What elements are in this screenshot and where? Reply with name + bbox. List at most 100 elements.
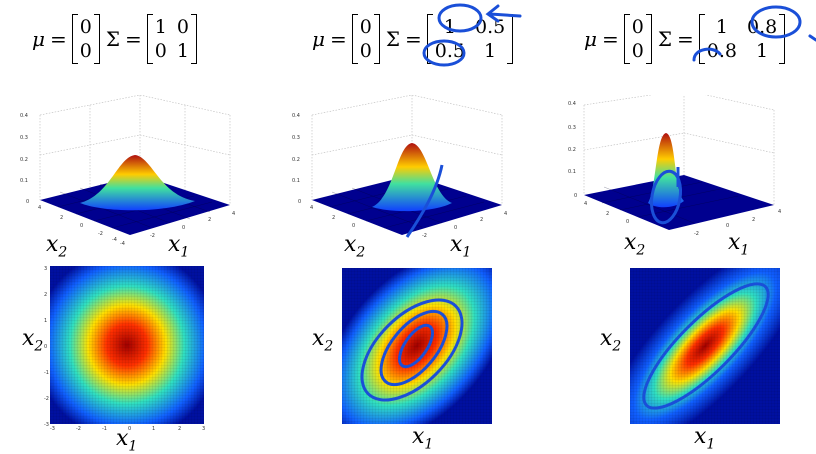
x2-label: x2 [624, 230, 646, 259]
equation: μ = 0 0 Σ = 1 0.5 0.5 1 [272, 8, 544, 70]
equals-sign: = [50, 27, 67, 51]
x1-tick: 0 [182, 225, 185, 231]
heatmap-y-label: x2 [600, 326, 622, 355]
covariance-entry: 0 [176, 16, 189, 38]
surface-plot: 0.4 0.3 0.2 0.1 0 -4 -2 0 2 4 [20, 95, 235, 247]
mean-value: 0 [79, 40, 92, 62]
z-tick: 0.4 [20, 113, 28, 119]
covariance-matrix: 1 0 0 1 [146, 14, 198, 64]
x2-tick: -4 [112, 237, 117, 243]
x-tick: 2 [178, 426, 181, 432]
y-tick: 3 [44, 266, 47, 272]
equation: μ = 0 0 Σ = 1 0 0 1 [0, 8, 272, 70]
x-tick: -3 [50, 426, 55, 432]
y-tick: -3 [44, 422, 49, 428]
z-axis-ticks: 0.4 0.3 0.2 0.1 0 [20, 113, 29, 205]
heatmap-canvas [342, 268, 492, 424]
ink-stroke [649, 167, 683, 225]
mean-vector: 0 0 [351, 14, 380, 64]
mean-value: 0 [79, 16, 92, 38]
covariance-entry: 0.5 [434, 40, 465, 62]
covariance-entry: 1 [443, 16, 456, 38]
covariance-entry: 0.5 [474, 16, 506, 38]
z-tick: 0.3 [568, 125, 576, 131]
mean-vector: 0 0 [71, 14, 100, 64]
mean-value: 0 [359, 40, 372, 62]
x1-label: x1 [450, 232, 472, 261]
heatmap: x2 x1 [544, 262, 816, 453]
covariance-entry: 1 [154, 16, 167, 38]
equals-sign: = [330, 27, 347, 51]
covariance-entry: 1 [715, 16, 728, 38]
contour-annotations [360, 298, 464, 402]
covariance-entry: 0.8 [706, 40, 737, 62]
z-tick: 0.1 [20, 178, 28, 184]
x2-tick: 4 [38, 205, 41, 211]
x1-label: x1 [728, 230, 750, 259]
x1-axis-ticks: -2 0 2 4 [694, 209, 781, 237]
x2-tick: 4 [310, 205, 313, 211]
x1-tick: -4 [120, 241, 125, 247]
z-tick: 0 [574, 193, 577, 199]
heatmap-grid [50, 266, 204, 424]
mean-value: 0 [359, 16, 372, 38]
equals-sign: = [125, 27, 142, 51]
mu-symbol: μ [32, 27, 45, 51]
x1-label: x1 [168, 232, 190, 261]
surface-plot: 0.4 0.3 0.2 0.1 0 -2 0 2 4 4 2 0 [568, 95, 781, 237]
y-tick: -1 [44, 370, 49, 376]
heatmap-grid [342, 268, 492, 424]
z-tick: 0.4 [292, 113, 300, 119]
x1-axis-ticks: -4 -2 0 2 4 [120, 211, 235, 247]
x2-tick: 0 [352, 223, 355, 229]
x1-tick: 2 [752, 217, 755, 223]
sigma-symbol: Σ [385, 27, 400, 51]
heatmap: x2 3 2 1 0 -1 -2 -3 -3 [0, 262, 272, 454]
heatmap-y-label: x2 [22, 326, 44, 355]
covariance-entry: 1 [484, 40, 497, 62]
x1-tick: -2 [150, 233, 155, 239]
x1-tick: -2 [422, 233, 427, 239]
x-tick: -1 [102, 426, 107, 432]
covariance-entry: 1 [176, 40, 189, 62]
z-tick: 0 [26, 199, 29, 205]
mean-vector: 0 0 [623, 14, 652, 64]
heatmap-x-label: x1 [116, 426, 138, 454]
equals-sign: = [677, 27, 694, 51]
x1-tick: -2 [694, 231, 699, 237]
contour-annotation [642, 282, 770, 410]
x2-tick: 2 [332, 215, 335, 221]
equation: μ = 0 0 Σ = 1 0.8 0.8 1 [544, 8, 816, 70]
equals-sign: = [405, 27, 422, 51]
z-tick: 0.2 [292, 157, 300, 163]
x-tick: 0 [128, 426, 131, 432]
z-tick: 0.2 [568, 147, 576, 153]
x2-tick: 0 [626, 219, 629, 225]
y-tick: -2 [44, 396, 49, 402]
x2-axis-ticks: 4 2 0 -2 -4 [38, 205, 117, 243]
covariance-entry: 0.8 [746, 16, 778, 38]
x2-axis-ticks: 4 2 0 [310, 205, 355, 229]
heatmap-x-label: x1 [412, 424, 434, 453]
x1-tick: 4 [232, 211, 235, 217]
heatmap-canvas [630, 268, 780, 424]
sigma-symbol: Σ [657, 27, 672, 51]
heatmap-y-label: x2 [312, 326, 334, 355]
x-tick: -2 [76, 426, 81, 432]
surface-peak [648, 133, 684, 208]
x1-axis-ticks: -2 0 2 4 [422, 211, 507, 239]
mu-symbol: μ [312, 27, 325, 51]
y-tick: 1 [44, 318, 47, 324]
mu-symbol: μ [584, 27, 597, 51]
heatmap: x2 x1 [272, 262, 544, 453]
equals-sign: = [602, 27, 619, 51]
covariance-matrix: 1 0.8 0.8 1 [698, 14, 786, 64]
x2-tick: 4 [584, 201, 587, 207]
heatmap-grid [630, 268, 780, 424]
z-tick: 0.3 [20, 135, 28, 141]
z-tick: 0.1 [292, 178, 300, 184]
covariance-entry: 1 [756, 40, 769, 62]
z-axis-ticks: 0.4 0.3 0.2 0.1 0 [292, 113, 301, 205]
covariance-matrix: 1 0.5 0.5 1 [426, 14, 514, 64]
y-tick: 0 [44, 344, 47, 350]
